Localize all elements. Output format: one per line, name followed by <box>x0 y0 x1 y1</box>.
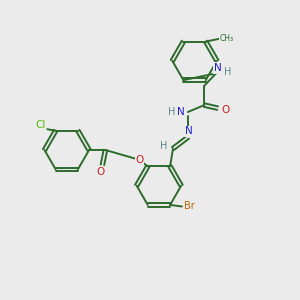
Text: N: N <box>184 126 192 136</box>
Text: Cl: Cl <box>36 120 46 130</box>
Text: N: N <box>178 107 185 117</box>
Text: CH₃: CH₃ <box>220 34 234 43</box>
Text: O: O <box>97 167 105 177</box>
Text: H: H <box>224 67 231 77</box>
Text: N: N <box>214 63 221 73</box>
Text: O: O <box>135 155 144 165</box>
Text: H: H <box>160 141 167 151</box>
Text: O: O <box>222 105 230 115</box>
Text: H: H <box>168 107 175 117</box>
Text: Br: Br <box>184 202 195 212</box>
